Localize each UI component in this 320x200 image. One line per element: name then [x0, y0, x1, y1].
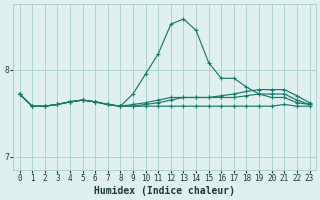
- X-axis label: Humidex (Indice chaleur): Humidex (Indice chaleur): [94, 186, 235, 196]
